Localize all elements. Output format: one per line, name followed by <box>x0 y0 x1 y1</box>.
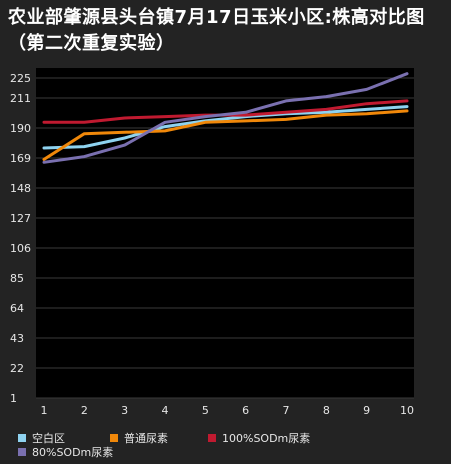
y-tick-label: 127 <box>10 212 31 225</box>
x-tick-label: 4 <box>162 404 169 417</box>
y-tick-label: 64 <box>10 302 24 315</box>
chart-title: 农业部肇源县头台镇7月17日玉米小区:株高对比图（第二次重复实验） <box>8 7 425 54</box>
x-tick-label: 10 <box>400 404 414 417</box>
grid-lines <box>36 77 414 399</box>
y-tick-label: 169 <box>10 152 31 165</box>
y-tick-label: 190 <box>10 122 31 135</box>
legend-label-normal-urea: 普通尿素 <box>124 432 168 445</box>
x-tick-label: 8 <box>323 404 330 417</box>
legend-item-blank: 空白区 <box>18 432 65 446</box>
x-tick-label: 3 <box>121 404 128 417</box>
y-tick-label: 106 <box>10 242 31 255</box>
y-tick-label: 148 <box>10 182 31 195</box>
legend-swatch-80-sodm-urea <box>18 448 26 456</box>
legend-swatch-blank <box>18 434 26 442</box>
y-axis-ticks: 1 22 43 64 85 106 127 148 169 190 211 225 <box>10 72 31 405</box>
y-tick-label: 225 <box>10 72 31 85</box>
x-tick-label: 1 <box>41 404 48 417</box>
legend-label-blank: 空白区 <box>32 432 65 445</box>
legend-item-80-sodm-urea: 80%SODm尿素 <box>18 446 113 460</box>
y-tick-label: 22 <box>10 362 24 375</box>
legend-label-80-sodm-urea: 80%SODm尿素 <box>32 446 114 459</box>
y-tick-label: 1 <box>10 392 17 405</box>
series-line-3 <box>42 72 409 164</box>
y-tick-label: 211 <box>10 92 31 105</box>
series-line-0 <box>42 105 409 150</box>
x-axis-ticks: 1 2 3 4 5 6 7 8 9 10 <box>41 404 415 417</box>
legend-item-100-sodm-urea: 100%SODm尿素 <box>208 432 310 446</box>
legend-label-100-sodm-urea: 100%SODm尿素 <box>222 432 311 445</box>
x-tick-label: 6 <box>242 404 249 417</box>
x-tick-label: 5 <box>202 404 209 417</box>
legend: 空白区 普通尿素 100%SODm尿素 80%SODm尿素 <box>18 430 448 462</box>
x-tick-label: 2 <box>81 404 88 417</box>
legend-swatch-normal-urea <box>110 434 118 442</box>
series-lines <box>42 72 409 164</box>
legend-item-normal-urea: 普通尿素 <box>110 432 168 446</box>
x-tick-label: 9 <box>363 404 370 417</box>
series-line-1 <box>42 109 409 161</box>
y-tick-label: 43 <box>10 332 24 345</box>
legend-swatch-100-sodm-urea <box>208 434 216 442</box>
y-tick-label: 85 <box>10 272 24 285</box>
x-tick-label: 7 <box>283 404 290 417</box>
